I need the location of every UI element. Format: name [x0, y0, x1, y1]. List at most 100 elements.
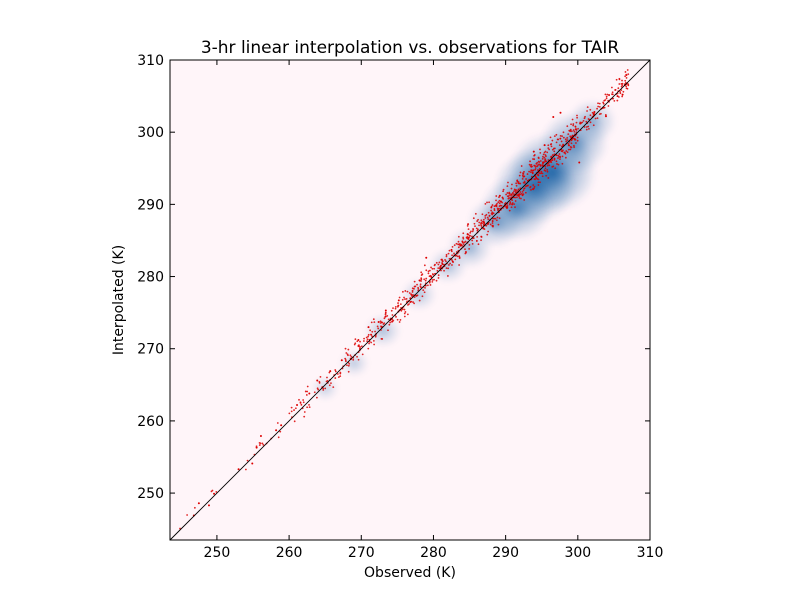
data-point [337, 376, 340, 379]
data-point [613, 99, 616, 102]
data-point [403, 315, 406, 318]
density-blob-8 [401, 278, 437, 311]
data-point [498, 207, 500, 210]
data-point [362, 340, 365, 342]
data-point [624, 75, 627, 78]
data-point [467, 228, 470, 231]
data-point [578, 161, 581, 164]
data-point [498, 217, 501, 220]
data-point [433, 267, 436, 270]
data-point [553, 158, 556, 161]
data-point [514, 200, 517, 202]
data-point [576, 114, 578, 117]
data-point [303, 415, 306, 418]
data-point [567, 133, 570, 135]
data-point [416, 294, 419, 297]
data-point [458, 243, 461, 246]
data-point [373, 321, 376, 324]
data-point [384, 309, 387, 312]
data-point [575, 121, 578, 124]
data-point [438, 261, 441, 264]
x-tick-label: 270 [348, 545, 375, 561]
data-point [403, 308, 406, 311]
data-point [478, 224, 480, 227]
data-point [370, 341, 373, 344]
data-point [322, 387, 325, 390]
data-point [520, 165, 523, 167]
data-point [485, 213, 488, 216]
data-point [593, 110, 596, 113]
data-point [449, 262, 452, 265]
data-point [617, 87, 620, 90]
data-point [413, 296, 416, 299]
data-point [261, 442, 264, 445]
data-point [551, 154, 554, 156]
data-point [491, 204, 494, 206]
data-point [624, 79, 627, 82]
data-point [433, 278, 435, 281]
data-point [350, 355, 353, 358]
data-point [520, 192, 523, 195]
data-point [380, 325, 382, 328]
data-point [603, 99, 606, 102]
data-point [465, 250, 467, 253]
data-point [428, 281, 431, 284]
data-point [574, 125, 577, 128]
data-point [543, 144, 546, 147]
data-point [546, 151, 549, 154]
data-point [544, 165, 547, 168]
data-point [399, 303, 402, 306]
data-point [387, 318, 390, 321]
data-point [441, 260, 444, 263]
data-point [539, 151, 542, 154]
data-point [493, 209, 496, 212]
y-tick-label: 280 [137, 270, 164, 286]
data-point [543, 151, 546, 154]
data-point [395, 315, 397, 318]
data-point [491, 224, 494, 227]
data-point [612, 97, 615, 100]
data-point [583, 117, 586, 120]
data-point [592, 113, 595, 116]
data-point [434, 263, 436, 266]
data-point [535, 176, 538, 179]
data-point [585, 128, 588, 131]
data-point [418, 279, 421, 282]
x-tick-label: 290 [492, 545, 519, 561]
data-point [625, 77, 628, 79]
data-point [420, 274, 423, 277]
data-point [508, 197, 510, 199]
data-point [477, 243, 480, 246]
data-point [530, 163, 533, 166]
data-point [428, 269, 431, 272]
data-point [497, 201, 500, 204]
data-point [597, 102, 599, 105]
data-point [445, 253, 448, 256]
data-point [513, 203, 515, 206]
data-point [413, 285, 416, 288]
data-point [296, 404, 299, 407]
data-point [367, 347, 370, 350]
data-point [482, 221, 485, 224]
data-point [413, 280, 416, 283]
data-point [536, 173, 539, 176]
data-point [419, 285, 422, 288]
data-point [299, 402, 302, 404]
data-point [491, 220, 494, 222]
data-point [349, 354, 352, 357]
data-point [559, 111, 562, 114]
data-point [596, 117, 599, 119]
data-point [604, 113, 607, 116]
data-point [566, 136, 569, 139]
data-point [367, 335, 369, 338]
data-point [464, 240, 467, 243]
data-point [587, 125, 590, 128]
data-point [370, 321, 373, 324]
data-point [533, 164, 536, 167]
data-point [403, 296, 405, 299]
data-point [410, 293, 413, 296]
x-axis: 250 260 270 280 290 300 310 [204, 60, 663, 561]
data-point [562, 131, 565, 134]
data-point [381, 338, 384, 340]
data-point [306, 390, 309, 393]
